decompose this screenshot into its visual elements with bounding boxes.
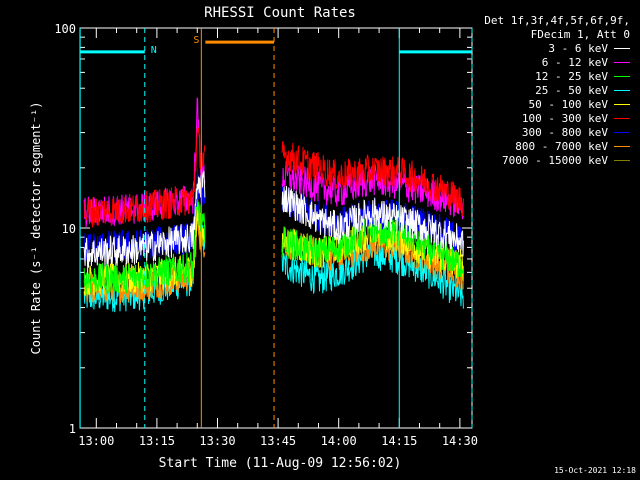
legend-swatch bbox=[614, 132, 630, 133]
legend-item: 3 - 6 keV bbox=[548, 42, 630, 55]
legend-label: 7000 - 15000 keV bbox=[502, 154, 608, 167]
legend-swatch bbox=[614, 146, 630, 147]
legend-label: 25 - 50 keV bbox=[535, 84, 608, 97]
x-tick-label: 13:15 bbox=[139, 434, 175, 448]
legend-swatch bbox=[614, 76, 630, 77]
legend-label: 3 - 6 keV bbox=[548, 42, 608, 55]
series-line-5-seg1 bbox=[281, 140, 464, 217]
plot-timestamp: 15-Oct-2021 12:18 bbox=[554, 466, 636, 475]
y-tick-label: 100 bbox=[54, 22, 76, 36]
legend-label: 6 - 12 keV bbox=[541, 56, 608, 69]
series-line-1-seg0 bbox=[83, 97, 206, 227]
x-tick-label: 13:30 bbox=[199, 434, 235, 448]
x-tick-label: 13:45 bbox=[260, 434, 296, 448]
series-line-0-seg1 bbox=[281, 185, 464, 257]
legend-swatch bbox=[614, 48, 630, 49]
x-tick-label: 13:00 bbox=[78, 434, 114, 448]
x-axis-label: Start Time (11-Aug-09 12:56:02) bbox=[159, 456, 402, 471]
series-line-2-seg0 bbox=[83, 192, 206, 296]
x-tick-label: 14:15 bbox=[381, 434, 417, 448]
legend-swatch bbox=[614, 104, 630, 105]
legend-item: 800 - 7000 keV bbox=[515, 140, 630, 153]
legend-label: 800 - 7000 keV bbox=[515, 140, 608, 153]
legend-label: 50 - 100 keV bbox=[528, 98, 608, 111]
annotation-label-1: S bbox=[193, 35, 199, 46]
legend-item: 25 - 50 keV bbox=[535, 84, 630, 97]
legend-item: 50 - 100 keV bbox=[529, 98, 630, 111]
legend-swatch bbox=[614, 90, 630, 91]
chart-title: RHESSI Count Rates bbox=[204, 5, 356, 21]
y-tick-label: 10 bbox=[62, 222, 76, 236]
x-tick-label: 14:00 bbox=[321, 434, 357, 448]
legend-item: 300 - 800 keV bbox=[522, 126, 630, 139]
legend-label: 300 - 800 keV bbox=[521, 126, 608, 139]
legend-item: 7000 - 15000 keV bbox=[502, 154, 630, 167]
y-axis-label: Count Rate (s⁻¹ detector segment⁻¹) bbox=[29, 102, 43, 355]
y-tick-label: 1 bbox=[69, 422, 76, 436]
legend-header-line-1: Det 1f,3f,4f,5f,6f,9f, bbox=[484, 14, 630, 27]
legend-swatch bbox=[614, 160, 630, 161]
legend-swatch bbox=[614, 62, 630, 63]
legend-item: 6 - 12 keV bbox=[542, 56, 630, 69]
legend-label: 100 - 300 keV bbox=[521, 112, 608, 125]
legend-item: 12 - 25 keV bbox=[535, 70, 630, 83]
legend-label: 12 - 25 keV bbox=[535, 70, 608, 83]
legend-header-line-2: FDecim 1, Att 0 bbox=[530, 28, 630, 41]
x-tick-label: 14:30 bbox=[442, 434, 478, 448]
legend-swatch bbox=[614, 118, 630, 119]
annotation-label-0: N bbox=[151, 45, 157, 56]
legend-item: 100 - 300 keV bbox=[522, 112, 630, 125]
